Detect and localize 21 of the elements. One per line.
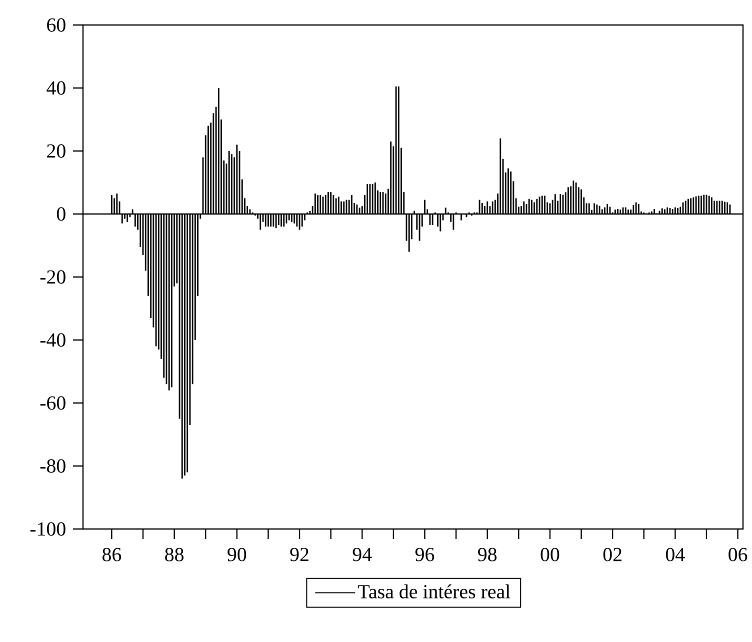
y-tick-label: -20	[40, 270, 66, 284]
x-tick-label: 94	[352, 548, 372, 562]
x-tick-label: 04	[666, 548, 685, 562]
x-tick-label: 06	[728, 548, 748, 562]
y-tick-label: -40	[40, 333, 66, 347]
x-tick-label: 00	[540, 548, 560, 562]
x-tick-label: 90	[228, 548, 246, 562]
x-tick-label: 92	[290, 548, 308, 562]
y-tick-label: 60	[47, 18, 66, 32]
x-tick-label: 98	[478, 548, 497, 562]
x-tick-label: 86	[102, 548, 122, 562]
y-tick-label: -100	[30, 522, 66, 536]
x-tick-label: 88	[165, 548, 184, 562]
y-tick-label: 40	[46, 81, 66, 95]
x-tick-label: 02	[603, 548, 622, 562]
y-tick-label: -80	[40, 459, 66, 473]
x-tick-label: 96	[415, 548, 434, 562]
y-tick-label: 20	[47, 144, 66, 158]
y-tick-label: -60	[40, 396, 66, 410]
legend-label: Tasa de intéres real	[358, 584, 510, 598]
y-tick-label: 0	[56, 207, 66, 221]
